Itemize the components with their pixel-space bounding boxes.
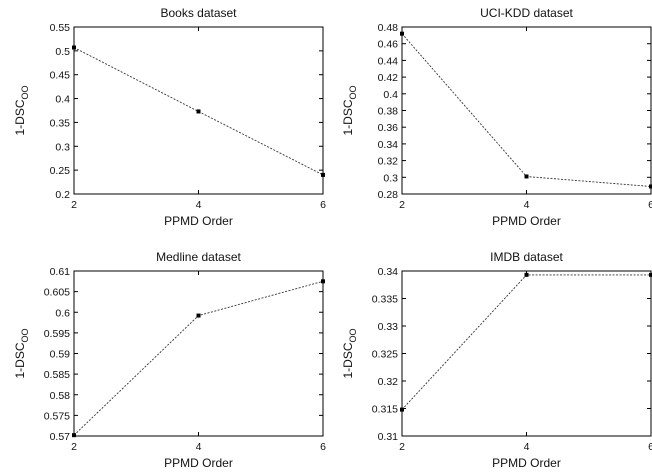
y-axis-label: 1-DSCOO [13,85,30,135]
y-tick-label: 0.28 [378,189,399,201]
x-tick-label: 6 [320,199,326,211]
y-tick-label: 0.55 [50,22,71,34]
x-tick-label: 4 [524,441,530,453]
chart-title: Medline dataset [156,250,241,264]
y-tick-label: 0.38 [378,106,399,118]
y-tick-label: 0.2 [55,189,70,201]
y-tick-label: 0.585 [44,369,70,381]
y-tick-label: 0.3 [55,141,70,153]
x-tick-label: 6 [648,199,652,211]
y-tick-label: 0.42 [378,72,399,84]
y-axis-label-subscript: OO [348,85,358,99]
data-point [72,433,76,438]
y-axis-label-main: 1-DSC [341,342,355,378]
y-axis-label-subscript: OO [20,328,30,342]
y-tick-label: 0.36 [378,122,399,134]
y-tick-label: 0.57 [50,431,71,443]
y-axis-label: 1-DSCOO [13,328,30,378]
chart-panel-2: UCI-KDD dataset 0.28 0.3 0.32 0.34 0.36 0.38 0.… [341,6,652,228]
y-tick-label: 0.5 [55,46,70,58]
y-tick-label: 0.335 [372,294,398,306]
y-tick-label: 0.35 [50,117,71,129]
y-tick-label: 0.34 [378,266,399,278]
y-axis-label: 1-DSCOO [341,85,358,135]
y-tick-label: 0.33 [378,321,399,333]
y-tick-label: 0.31 [378,431,399,443]
series-line [73,280,324,436]
data-point [400,31,404,36]
x-tick-label: 4 [196,441,202,453]
data-point [649,272,652,277]
x-tick-label: 2 [399,199,405,211]
plot-frame [401,26,652,195]
y-tick-label: 0.61 [50,266,71,278]
y-tick-label: 0.595 [44,328,70,340]
y-tick-label: 0.605 [44,287,70,299]
chart-title: UCI-KDD dataset [480,6,573,20]
data-point [196,109,201,114]
y-tick-label: 0.34 [378,139,399,151]
y-axis-label: 1-DSCOO [341,328,358,378]
x-axis-label: PPMD Order [164,214,233,228]
y-tick-label: 0.46 [378,39,399,51]
plot-frame [401,270,652,437]
chart-panel-3: Medline dataset 0.57 0.575 0.58 0.585 0.59 0.5… [13,250,326,470]
plot-frame [73,270,324,437]
y-tick-label: 0.315 [372,404,398,416]
y-tick-label: 0.4 [55,94,70,106]
y-tick-label: 0.325 [372,349,398,361]
data-point [321,279,325,284]
chart-title: Books dataset [160,6,237,20]
data-point [321,172,325,177]
y-tick-label: 0.4 [383,89,398,101]
data-point [196,313,201,318]
chart-title: IMDB dataset [490,250,563,264]
y-axis-label-main: 1-DSC [13,99,27,135]
y-tick-label: 0.45 [50,70,71,82]
y-tick-label: 0.25 [50,165,71,177]
series-line [401,274,651,410]
x-tick-label: 4 [196,199,202,211]
y-tick-label: 0.575 [44,410,70,422]
y-tick-label: 0.3 [383,172,398,184]
chart-panel-1: Books dataset 0.2 0.25 0.3 0.35 0.4 0.45 0.5 0.5… [13,6,326,228]
x-tick-label: 2 [71,441,77,453]
y-tick-label: 0.6 [55,307,70,319]
y-axis-label-subscript: OO [348,328,358,342]
x-tick-label: 4 [524,199,530,211]
y-tick-label: 0.58 [50,390,71,402]
y-axis-label-subscript: OO [20,85,30,99]
y-tick-label: 0.44 [378,55,399,67]
y-tick-label: 0.48 [378,22,399,34]
x-tick-label: 6 [648,441,652,453]
data-point [400,407,404,412]
y-axis-label-main: 1-DSC [13,342,27,378]
x-axis-label: PPMD Order [492,456,561,470]
data-point [524,174,529,179]
x-tick-label: 6 [320,441,326,453]
y-axis-label-main: 1-DSC [341,99,355,135]
x-axis-label: PPMD Order [164,456,233,470]
y-tick-label: 0.59 [50,349,71,361]
data-point [524,272,529,277]
x-axis-label: PPMD Order [492,214,561,228]
x-tick-label: 2 [399,441,405,453]
chart-panel-4: IMDB dataset 0.31 0.315 0.32 0.325 0.33 0.335 0… [341,250,652,470]
data-point [649,184,652,189]
y-tick-label: 0.32 [378,376,399,388]
series-line [73,47,324,176]
series-line [401,33,652,187]
data-point [72,45,76,50]
y-tick-label: 0.32 [378,156,399,168]
x-tick-label: 2 [71,199,77,211]
